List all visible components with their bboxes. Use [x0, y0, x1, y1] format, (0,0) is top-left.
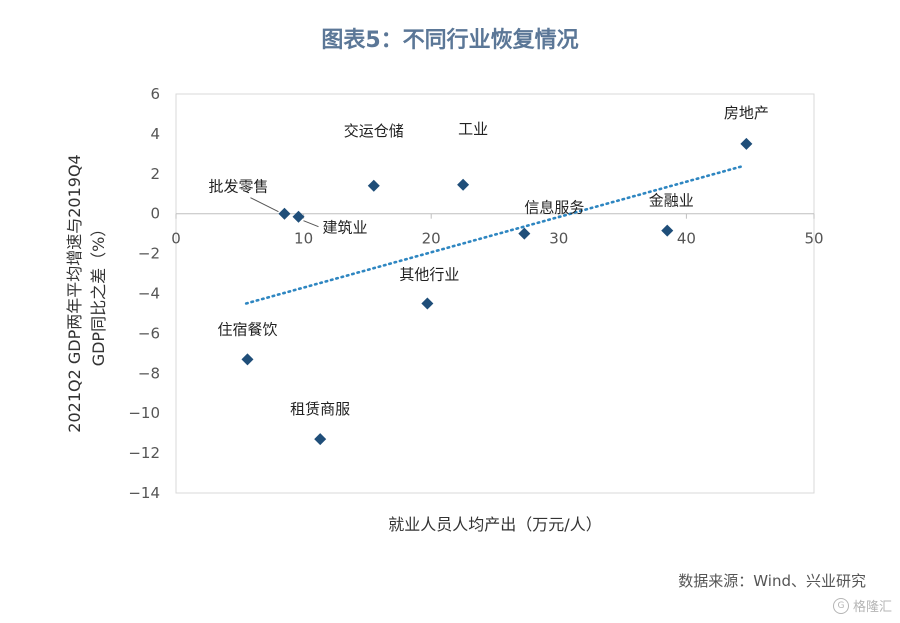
data-label: 交运仓储: [344, 122, 404, 140]
data-point: [367, 179, 380, 192]
data-point: [241, 353, 254, 366]
data-point: [661, 224, 674, 237]
x-tick-label: 40: [677, 230, 696, 248]
data-label: 建筑业: [322, 219, 367, 237]
y-tick-label: −8: [138, 364, 160, 382]
data-label: 金融业: [649, 192, 694, 210]
y-tick-label: 4: [150, 125, 160, 143]
watermark-logo-icon: G: [832, 597, 849, 614]
data-point: [518, 227, 531, 240]
x-tick-label: 50: [804, 230, 823, 248]
data-label: 批发零售: [208, 178, 268, 196]
y-axis-title-line: 2021Q2 GDP两年平均增速与2019Q4: [65, 154, 84, 432]
y-tick-label: 0: [150, 205, 160, 223]
trendline-group: [244, 164, 746, 305]
leader-line: [303, 220, 319, 228]
chart-title: 图表5：不同行业恢复情况: [321, 28, 579, 53]
y-tick-label: 2: [150, 165, 160, 183]
y-tick-label: −12: [128, 444, 160, 462]
watermark-text: 格隆汇: [852, 600, 892, 615]
x-axis-ticks: 0 10 20 30 40 50: [171, 213, 824, 248]
x-tick-label: 0: [171, 230, 181, 248]
y-tick-label: 6: [150, 85, 160, 103]
data-point: [278, 207, 291, 220]
x-tick-label: 20: [422, 230, 441, 248]
y-axis-title-line: GDP同比之差（%）: [89, 221, 108, 367]
plot-frame: [175, 93, 815, 494]
trendline: [244, 164, 746, 305]
y-tick-label: −6: [138, 324, 160, 342]
x-axis-title: 就业人员人均产出（万元/人）: [388, 515, 601, 534]
watermark: G 格隆汇: [832, 596, 892, 615]
plot-border: [175, 93, 815, 494]
data-label: 房地产: [724, 104, 769, 122]
data-points: [241, 137, 753, 446]
y-axis-title: 2021Q2 GDP两年平均增速与2019Q4 GDP同比之差（%）: [65, 154, 108, 432]
data-label: 租赁商服: [290, 400, 350, 418]
y-axis-ticks: 6 4 2 0 −2 −4 −6 −8 −10 −12 −14: [128, 85, 160, 502]
data-point: [421, 297, 434, 310]
data-point: [314, 433, 327, 446]
data-point: [292, 210, 305, 223]
source-note: 数据来源：Wind、兴业研究: [678, 572, 866, 590]
data-label: 工业: [458, 120, 488, 138]
data-label: 住宿餐饮: [217, 320, 277, 338]
data-point: [457, 178, 470, 191]
x-tick-label: 30: [549, 230, 568, 248]
data-label: 其他行业: [399, 265, 459, 283]
leader-line: [250, 197, 279, 213]
y-tick-label: −14: [128, 484, 160, 502]
y-tick-label: −2: [138, 245, 160, 263]
data-point: [740, 137, 753, 150]
x-tick-label: 10: [294, 230, 313, 248]
y-tick-label: −10: [128, 404, 160, 422]
data-label: 信息服务: [524, 199, 584, 217]
y-tick-label: −4: [138, 285, 160, 303]
